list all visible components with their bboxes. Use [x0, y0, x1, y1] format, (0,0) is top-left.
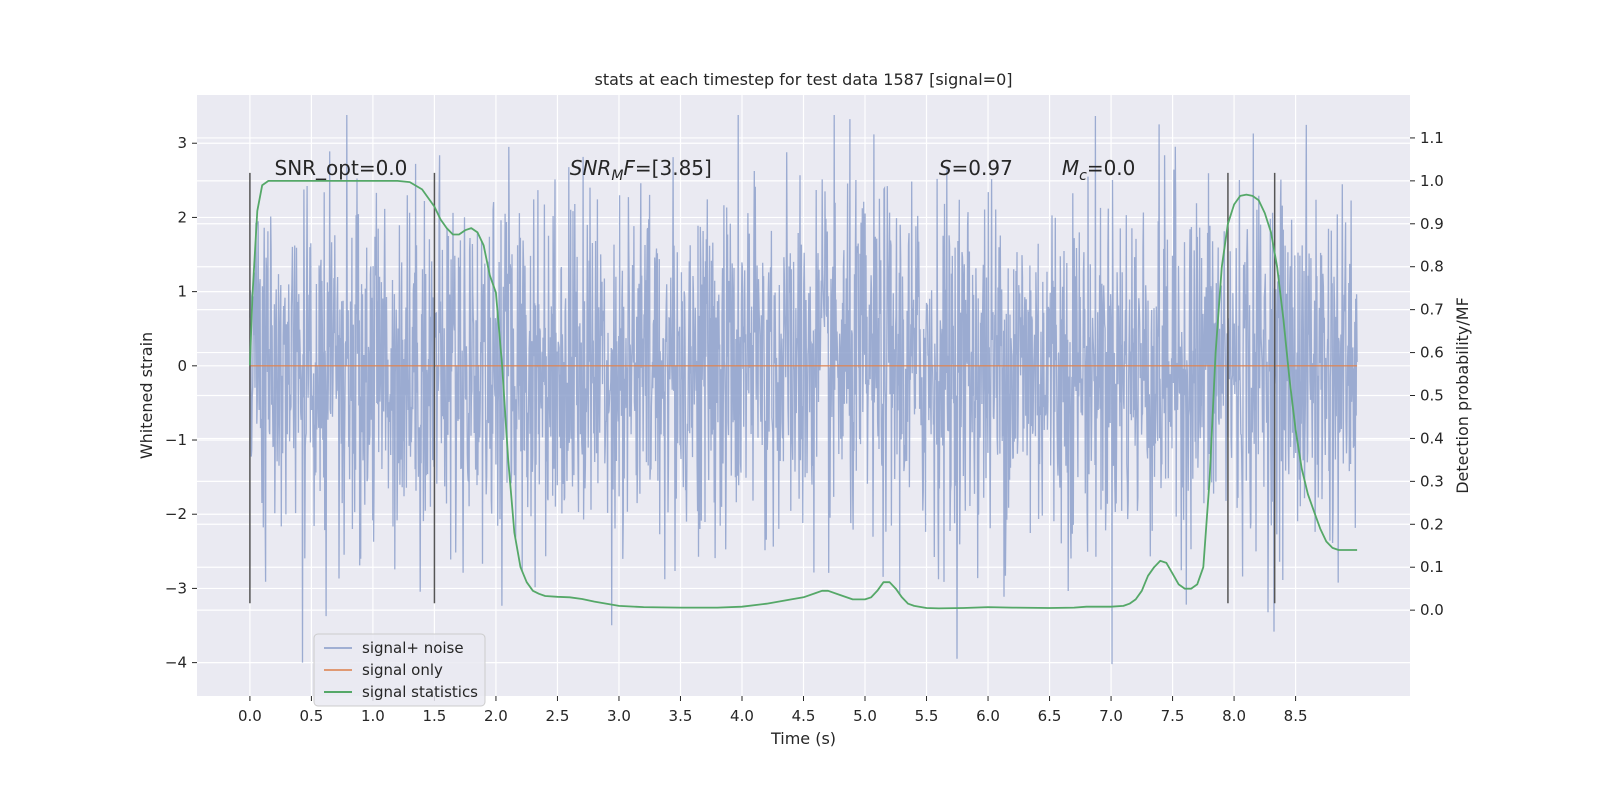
x-tick-label-11: 5.5	[915, 707, 939, 725]
x-tick-label-7: 3.5	[669, 707, 693, 725]
y2-tick-label-1: 1.0	[1420, 172, 1444, 190]
y2-tick-label-0: 1.1	[1420, 129, 1444, 147]
axes-ticks: 0.0 0.5 1.0 1.5 2.0 2.5 3.0 3.5 4.0 4.5 5.0 5.5 6.0 6…	[165, 129, 1444, 725]
legend-label-signal-statistics: signal statistics	[362, 683, 478, 701]
y2-tick-label-7: 0.4	[1420, 429, 1444, 447]
y2-tick-label-4: 0.7	[1420, 301, 1444, 319]
x-tick-label-9: 4.5	[792, 707, 816, 725]
x-tick-label-10: 5.0	[853, 707, 877, 725]
chart-title: stats at each timestep for test data 158…	[594, 70, 1012, 89]
y-tick-label-2: 1	[177, 283, 187, 301]
y-tick-label-4: −1	[165, 431, 187, 449]
y2-tick-label-9: 0.2	[1420, 515, 1444, 533]
x-tick-label-2: 1.0	[361, 707, 385, 725]
y2-tick-label-2: 0.9	[1420, 215, 1444, 233]
annotation-snr-opt-text: SNR_opt=0.0	[275, 156, 408, 180]
x-tick-label-8: 4.0	[730, 707, 754, 725]
x-tick-label-3: 1.5	[423, 707, 447, 725]
annotation-snr-mf: SNRMF=[3.85]	[570, 156, 712, 184]
annotation-s-value: =0.97	[952, 156, 1013, 180]
x-axis-label: Time (s)	[770, 729, 836, 748]
annotation-snr-mf-tail: F	[623, 156, 635, 180]
annotation-s-symbol: S	[939, 156, 952, 180]
annotation-s: S=0.97	[939, 156, 1013, 180]
x-tick-label-13: 6.5	[1038, 707, 1062, 725]
annotation-snr-mf-sub: M	[611, 168, 623, 184]
y-tick-label-5: −2	[165, 505, 187, 523]
annotation-snr-mf-main: SNR	[570, 156, 612, 180]
x-tick-label-14: 7.0	[1099, 707, 1123, 725]
y-tick-label-6: −3	[165, 579, 187, 597]
annotation-mc-value: =0.0	[1087, 156, 1136, 180]
annotation-snr-mf-value: =[3.85]	[635, 156, 712, 180]
y-tick-label-0: 3	[177, 134, 187, 152]
legend-label-signal-only: signal only	[362, 661, 443, 679]
vertical-marker-lines	[249, 172, 1276, 604]
y-tick-label-3: 0	[177, 357, 187, 375]
x-tick-label-12: 6.0	[976, 707, 1000, 725]
annotation-snr-opt: SNR_opt=0.0	[275, 156, 408, 180]
legend: signal+ noise signal only signal statist…	[313, 633, 486, 707]
y2-tick-label-8: 0.3	[1420, 472, 1444, 490]
y2-tick-label-10: 0.1	[1420, 558, 1444, 576]
legend-label-signal-plus-noise: signal+ noise	[362, 639, 464, 657]
y-tick-label-1: 2	[177, 208, 187, 226]
x-tick-label-6: 3.0	[607, 707, 631, 725]
y2-tick-label-5: 0.6	[1420, 344, 1444, 362]
x-tick-label-17: 8.5	[1284, 707, 1308, 725]
y-axis-label-right: Detection probability/MF	[1453, 297, 1472, 494]
annotation-mc: Mc=0.0	[1062, 156, 1136, 184]
series-signal-statistics-group	[249, 179, 1358, 610]
legend-box	[313, 633, 486, 707]
x-tick-label-15: 7.5	[1161, 707, 1185, 725]
x-tick-label-16: 8.0	[1222, 707, 1246, 725]
y2-tick-label-3: 0.8	[1420, 258, 1444, 276]
y-axis-label-left: Whitened strain	[137, 332, 156, 459]
x-tick-label-4: 2.0	[484, 707, 508, 725]
y2-tick-label-11: 0.0	[1420, 601, 1444, 619]
annotation-mc-symbol: M	[1062, 156, 1079, 180]
x-tick-label-5: 2.5	[546, 707, 570, 725]
y-tick-label-7: −4	[165, 654, 187, 672]
annotation-mc-sub: c	[1079, 168, 1087, 184]
y2-tick-label-6: 0.5	[1420, 387, 1444, 405]
signal-statistics-line	[249, 179, 1358, 610]
x-tick-label-0: 0.0	[238, 707, 262, 725]
x-tick-label-1: 0.5	[299, 707, 323, 725]
